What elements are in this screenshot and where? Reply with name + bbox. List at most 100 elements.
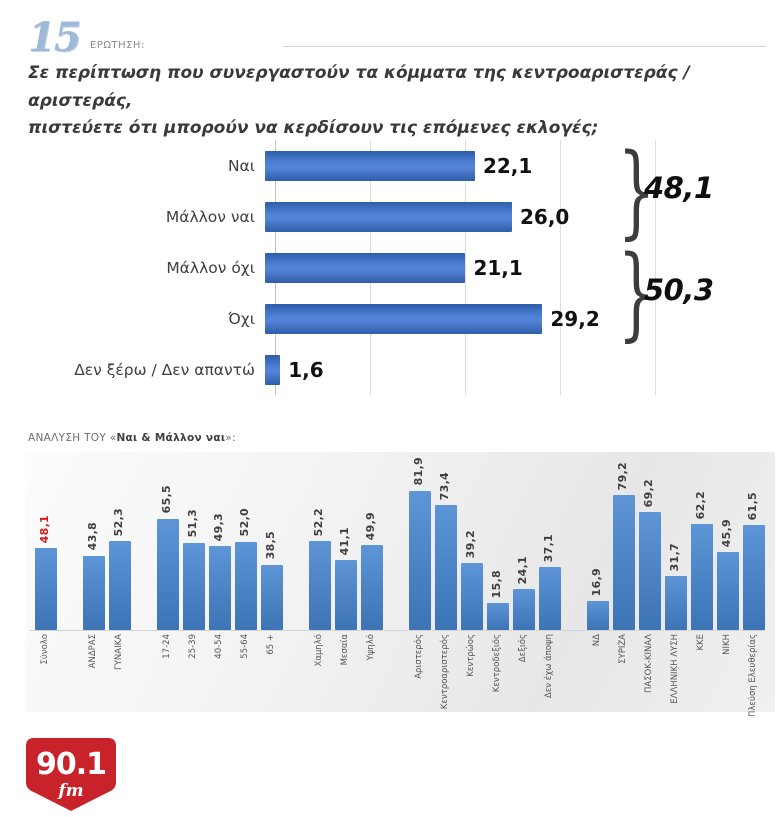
bar-category-label: Μάλλον όχι [166,258,255,277]
bar-value-label: 49,3 [212,512,225,542]
bar-value-label: 62,2 [694,490,707,520]
analysis-title: ΑΝΑΛΥΣΗ ΤΟΥ «Ναι & Μάλλον ναι»: [28,432,236,444]
bar [265,354,281,385]
question-text-line1: Σε περίπτωση που συνεργαστούν τα κόμματα… [28,63,690,111]
bar-value-label: 65,5 [160,485,173,514]
bar [265,252,466,283]
bar-value-label: 29,2 [550,306,600,331]
bar-value-label: 26,0 [520,204,570,229]
bar-category-label: Χαμηλό [314,634,324,667]
bar [109,541,131,630]
bar-category-label: ΑΝΔΡΑΣ [88,634,98,669]
gridline [560,140,561,395]
question-number-label: ΕΡΩΤΗΣΗ: [90,40,145,51]
question-text: Σε περίπτωση που συνεργαστούν τα κόμματα… [28,60,758,143]
bar [335,560,357,630]
analysis-title-prefix: ΑΝΑΛΥΣΗ ΤΟΥ « [28,432,117,444]
bar [461,563,483,630]
bar-category-label: Υψηλό [366,634,376,661]
bar [265,150,475,181]
bar-category-label: 40-54 [214,634,224,659]
bar-category-label: Κεντροαριστερός [440,634,450,710]
bar-category-label: 55-64 [240,634,250,659]
bar-category-label: ΝΙΚΗ [722,634,732,655]
bar-value-label: 16,9 [590,567,603,597]
bar-category-label: 25-39 [188,634,198,659]
radio-band: fm [57,781,83,801]
chart-row: Ναι 22,1 [30,140,760,191]
bar-value-label: 37,1 [542,533,555,562]
bar [235,541,257,630]
chart-row: Μάλλον όχι 21,1 [30,242,760,293]
bar-value-label: 22,1 [482,153,533,178]
bar-category-label: ΣΥΡΙΖΑ [618,634,628,664]
bar-category-label: ΕΛΛΗΝΙΚΗ ΛΥΣΗ [670,634,680,704]
answers-bar-chart: Ναι 22,1 Μάλλον ναι 26,0 Μάλλον όχι 21,1 Όχι 29… [30,132,760,395]
bar-value-label: 38,5 [264,531,277,560]
bar [209,546,231,630]
analysis-title-suffix: »: [225,432,236,444]
bar [265,201,512,232]
bar [183,542,205,630]
bar-category-label: Αριστερός [414,634,424,679]
bar-value-label: 39,2 [464,530,477,559]
bar-value-label: 69,2 [642,479,655,508]
bar-category-label: Δεν έχω άποψη [544,634,554,699]
bar-value-label: 31,7 [668,542,681,572]
bar-value-label: 1,6 [288,357,324,382]
bar-value-label: 41,1 [338,526,351,556]
analysis-title-emphasis: Ναι & Μάλλον ναι [116,432,226,444]
bar [691,524,713,630]
bar [261,564,283,630]
bar-value-label: 21,1 [473,255,523,280]
bar-category-label: 17-24 [162,634,172,659]
bar-value-label: 52,3 [112,507,125,537]
bar-value-label: 52,2 [312,507,325,537]
gridline [655,140,656,395]
bar-value-label: 43,8 [86,522,99,551]
bar-category-label: ΠΑΣΟΚ-ΚΙΝΑΛ [644,634,654,693]
bar-category-label: Μάλλον ναι [165,207,255,226]
bar [409,490,431,630]
radio-frequency: 90.1 [36,747,106,782]
bar-value-label: 73,4 [438,471,451,501]
bar-category-label: Δεν ξέρω / Δεν απαντώ [74,360,255,379]
bar [487,603,509,630]
bar-value-label: 49,9 [364,511,377,541]
bar-category-label: Κεντροδεξιός [492,634,502,693]
bar [717,551,739,630]
annotation-value: 50,3 [644,273,714,307]
bar [665,576,687,630]
bar-value-label: 48,1 [38,514,51,544]
bar [265,303,543,334]
bar [83,555,105,630]
annotation-value: 48,1 [644,171,714,205]
bar-value-label: 24,1 [516,555,529,585]
bar [435,505,457,630]
bar-value-label: 15,8 [490,569,503,599]
question-number: 15 [28,14,82,61]
chart-row: Δεν ξέρω / Δεν απαντώ 1,6 [30,344,760,395]
demographic-analysis-bar-chart: 48,1 Σύνολο 43,8 ΑΝΔΡΑΣ 52,3 ΓΥΝΑΙΚΑ 65,5 17-24… [25,452,775,717]
bar [613,495,635,630]
brace-icon: } [617,234,656,352]
header-divider-line [283,46,766,47]
radio-logo-shield-icon: 90.1 fm [26,738,116,811]
bar-category-label: Σύνολο [40,634,50,665]
bar-value-label: 45,9 [720,518,733,547]
bar [309,541,331,630]
bar [513,589,535,630]
radio-logo: 90.1 fm [25,737,117,817]
bar [639,512,661,630]
bar-category-label: Μεσαία [340,634,350,666]
bar-category-label: Ναι [227,156,255,175]
bar-category-label: Δεξιός [518,634,528,663]
bar [539,566,561,630]
bar-category-label: Κεντρώος [466,634,476,677]
bar-category-label: Πλεύση Ελευθερίας [748,634,758,717]
chart-row: Μάλλον ναι 26,0 [30,191,760,242]
bar-value-label: 79,2 [616,462,629,491]
bar-category-label: 65 + [266,634,276,655]
bar [361,545,383,630]
